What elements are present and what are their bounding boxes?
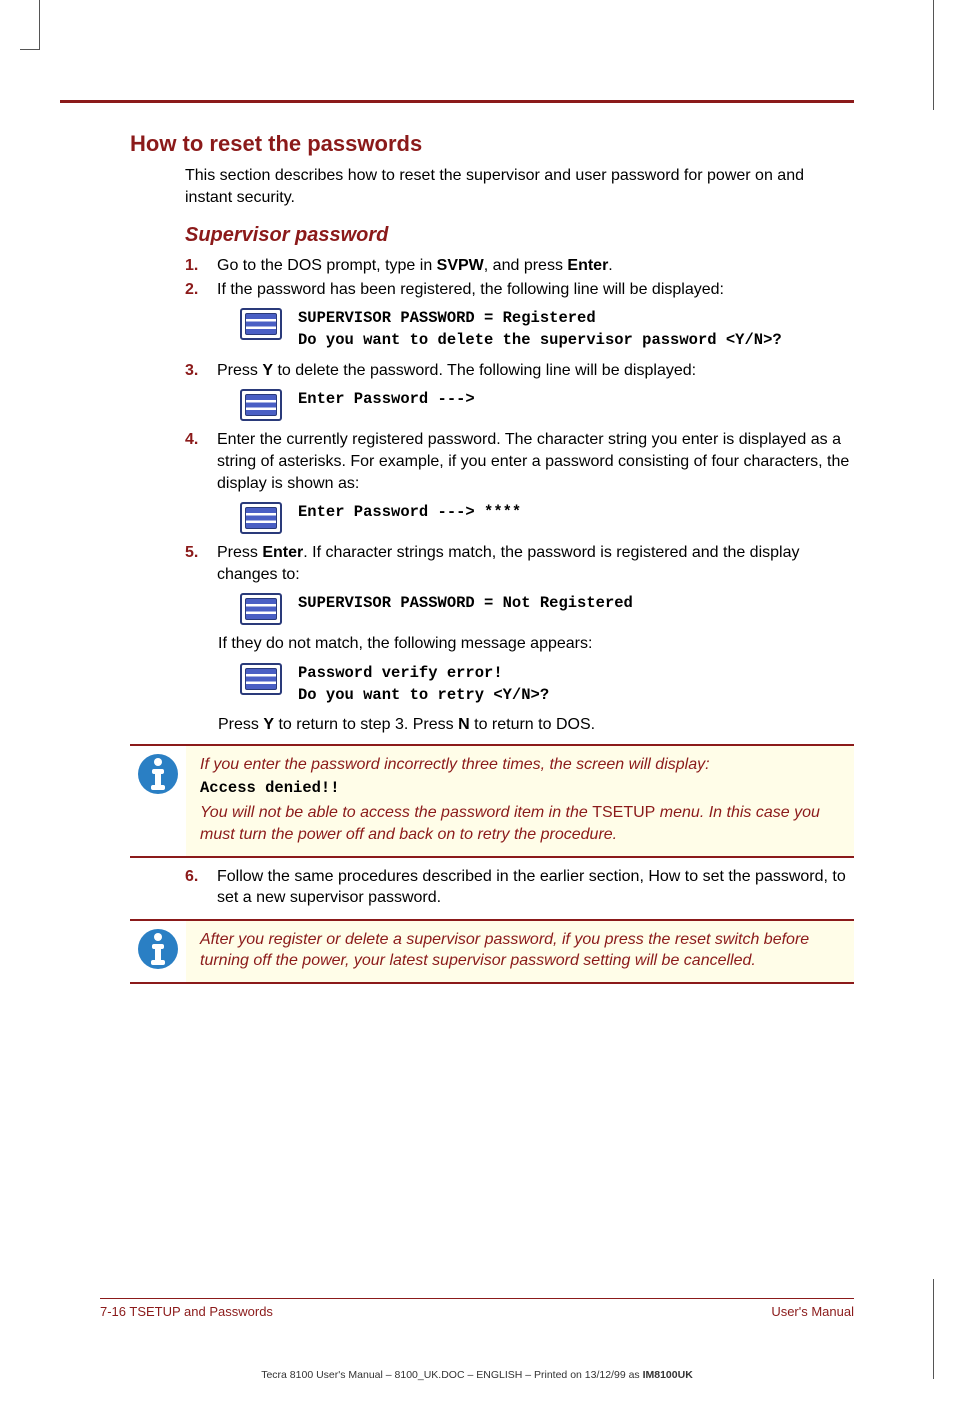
step-body: Go to the DOS prompt, type in SVPW, and … xyxy=(217,255,854,277)
crop-mark xyxy=(20,0,40,50)
step-5: 5. Press Enter. If character strings mat… xyxy=(185,542,854,585)
step-6: 6. Follow the same procedures described … xyxy=(185,866,854,909)
terminal-output: SUPERVISOR PASSWORD = Registered Do you … xyxy=(240,308,854,351)
text: , and press xyxy=(484,257,568,274)
terminal-text: SUPERVISOR PASSWORD = Not Registered xyxy=(298,593,633,615)
text: . If character strings match, the passwo… xyxy=(217,544,799,583)
steps-list: 3. Press Y to delete the password. The f… xyxy=(185,360,854,382)
key-name: Y xyxy=(262,362,273,379)
section-title: How to reset the passwords xyxy=(130,131,854,157)
info-note: If you enter the password incorrectly th… xyxy=(130,744,854,858)
screen-icon xyxy=(240,663,282,695)
text: Press xyxy=(217,362,262,379)
info-note: After you register or delete a superviso… xyxy=(130,919,854,984)
note-content: After you register or delete a superviso… xyxy=(200,921,854,982)
key-name: Enter xyxy=(567,257,608,274)
footer-right: User's Manual xyxy=(771,1304,854,1319)
screen-icon xyxy=(240,502,282,534)
text: Tecra 8100 User's Manual – 8100_UK.DOC –… xyxy=(261,1369,642,1381)
footer: 7-16 TSETUP and Passwords User's Manual xyxy=(100,1304,854,1319)
step-number: 4. xyxy=(185,429,207,494)
step-3: 3. Press Y to delete the password. The f… xyxy=(185,360,854,382)
note-content: If you enter the password incorrectly th… xyxy=(200,746,854,856)
subsection-title: Supervisor password xyxy=(185,224,854,247)
doc-code: IM8100UK xyxy=(643,1369,693,1381)
step-body: Press Y to delete the password. The foll… xyxy=(217,360,854,382)
step-2: 2. If the password has been registered, … xyxy=(185,279,854,301)
paragraph: If they do not match, the following mess… xyxy=(218,633,854,655)
step-body: If the password has been registered, the… xyxy=(217,279,854,301)
text: Press xyxy=(217,544,262,561)
step-number: 5. xyxy=(185,542,207,585)
note-line: You will not be able to access the passw… xyxy=(200,802,846,845)
text: to return to step 3. Press xyxy=(274,716,458,733)
steps-list: 4. Enter the currently registered passwo… xyxy=(185,429,854,494)
step-1: 1. Go to the DOS prompt, type in SVPW, a… xyxy=(185,255,854,277)
terminal-output: Enter Password ---> **** xyxy=(240,502,854,534)
key-name: N xyxy=(458,716,470,733)
terminal-text: Password verify error! Do you want to re… xyxy=(298,663,549,706)
intro-text: This section describes how to reset the … xyxy=(185,165,854,208)
crop-mark xyxy=(933,0,934,110)
note-code: Access denied!! xyxy=(200,778,846,799)
paragraph: Press Y to return to step 3. Press N to … xyxy=(218,714,854,736)
step-number: 1. xyxy=(185,255,207,277)
footer-rule xyxy=(100,1298,854,1299)
terminal-text: SUPERVISOR PASSWORD = Registered Do you … xyxy=(298,308,782,351)
text: to delete the password. The following li… xyxy=(273,362,696,379)
text: . xyxy=(608,257,612,274)
print-line: Tecra 8100 User's Manual – 8100_UK.DOC –… xyxy=(0,1369,954,1381)
text: Go to the DOS prompt, type in xyxy=(217,257,437,274)
terminal-output: SUPERVISOR PASSWORD = Not Registered xyxy=(240,593,854,625)
terminal-text: Enter Password ---> xyxy=(298,389,475,411)
steps-list: 1. Go to the DOS prompt, type in SVPW, a… xyxy=(185,255,854,300)
terminal-text: Enter Password ---> **** xyxy=(298,502,521,524)
key-name: Enter xyxy=(262,544,303,561)
info-icon xyxy=(130,746,186,856)
screen-icon xyxy=(240,593,282,625)
step-number: 2. xyxy=(185,279,207,301)
menu-name: TSETUP xyxy=(592,804,655,821)
step-body: Press Enter. If character strings match,… xyxy=(217,542,854,585)
crop-mark xyxy=(933,1279,934,1379)
note-line: If you enter the password incorrectly th… xyxy=(200,754,846,776)
terminal-output: Enter Password ---> xyxy=(240,389,854,421)
steps-list: 6. Follow the same procedures described … xyxy=(185,866,854,909)
step-body: Follow the same procedures described in … xyxy=(217,866,854,909)
key-name: Y xyxy=(263,716,274,733)
top-rule xyxy=(60,100,854,103)
screen-icon xyxy=(240,308,282,340)
step-number: 6. xyxy=(185,866,207,909)
text: Press xyxy=(218,716,263,733)
info-icon xyxy=(130,921,186,982)
step-number: 3. xyxy=(185,360,207,382)
step-4: 4. Enter the currently registered passwo… xyxy=(185,429,854,494)
step-body: Enter the currently registered password.… xyxy=(217,429,854,494)
screen-icon xyxy=(240,389,282,421)
steps-list: 5. Press Enter. If character strings mat… xyxy=(185,542,854,585)
terminal-output: Password verify error! Do you want to re… xyxy=(240,663,854,706)
note-line: After you register or delete a superviso… xyxy=(200,929,846,972)
text: to return to DOS. xyxy=(470,716,595,733)
command-name: SVPW xyxy=(437,257,484,274)
page: How to reset the passwords This section … xyxy=(0,0,954,1409)
footer-left: 7-16 TSETUP and Passwords xyxy=(100,1304,273,1319)
content-area: How to reset the passwords This section … xyxy=(60,131,854,984)
text: You will not be able to access the passw… xyxy=(200,804,592,821)
